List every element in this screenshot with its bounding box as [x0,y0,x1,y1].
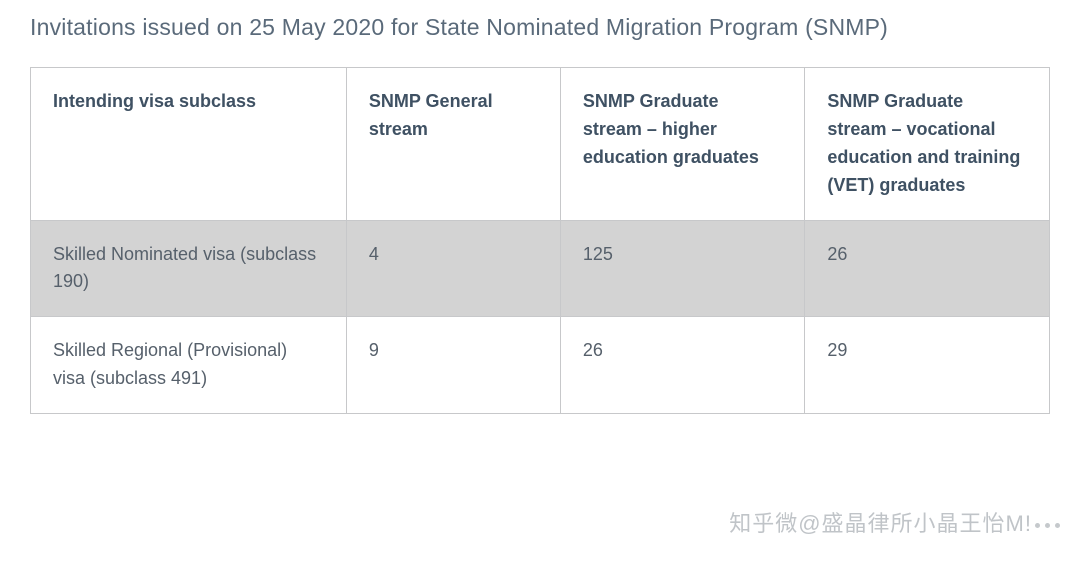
cell-value: 4 [346,220,560,317]
page-container: Invitations issued on 25 May 2020 for St… [0,0,1080,434]
watermark-text: 知乎微@盛晶律所小晶王怡M! [729,506,1032,538]
cell-value: 9 [346,317,560,414]
table-row: Skilled Nominated visa (subclass 190) 4 … [31,220,1050,317]
table-row: Skilled Regional (Provisional) visa (sub… [31,317,1050,414]
cell-value: 29 [805,317,1050,414]
invitations-table: Intending visa subclass SNMP General str… [30,67,1050,414]
cell-value: 26 [805,220,1050,317]
watermark-dots-icon [1035,523,1060,528]
page-title: Invitations issued on 25 May 2020 for St… [30,14,1050,41]
cell-value: 26 [560,317,805,414]
col-header-subclass: Intending visa subclass [31,68,347,221]
row-label: Skilled Nominated visa (subclass 190) [31,220,347,317]
cell-value: 125 [560,220,805,317]
col-header-general: SNMP General stream [346,68,560,221]
col-header-grad-vet: SNMP Graduate stream – vocational educat… [805,68,1050,221]
row-label: Skilled Regional (Provisional) visa (sub… [31,317,347,414]
col-header-grad-he: SNMP Graduate stream – higher education … [560,68,805,221]
table-header-row: Intending visa subclass SNMP General str… [31,68,1050,221]
